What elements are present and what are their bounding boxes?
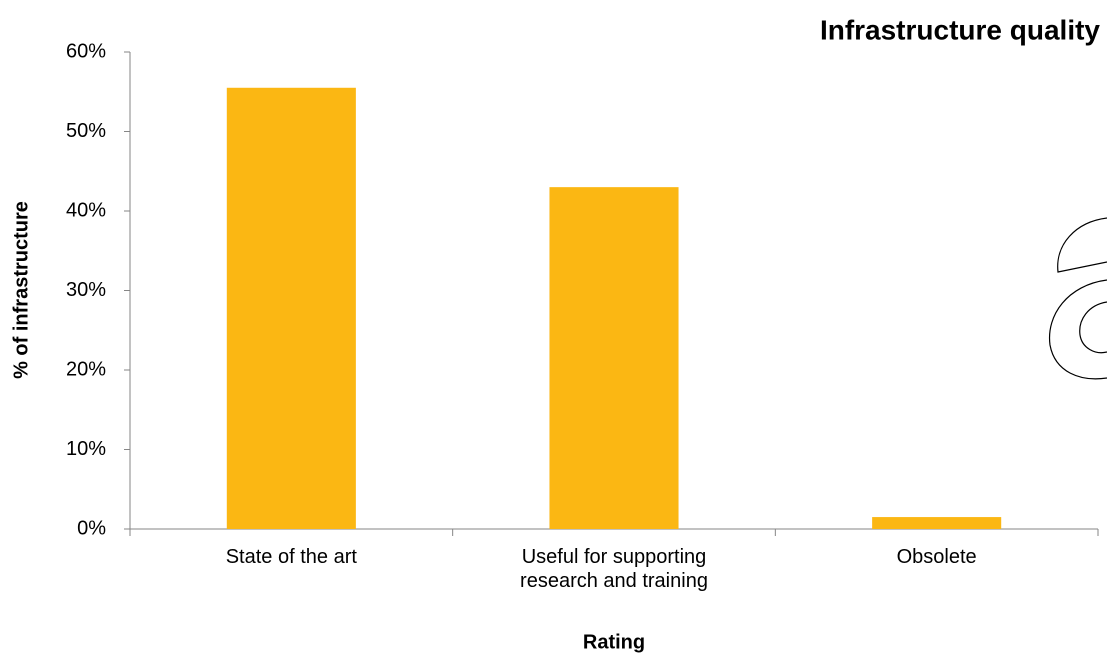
bar [549, 187, 679, 529]
y-tick-label: 20% [66, 358, 106, 380]
y-tick-label: 10% [66, 438, 106, 460]
decoration [1048, 217, 1107, 380]
y-tick-label: 0% [77, 517, 106, 539]
bar [226, 87, 356, 530]
y-axis-label: % of infrastructure [10, 201, 32, 379]
y-tick-label: 60% [66, 40, 106, 62]
bar [872, 517, 1002, 529]
y-tick-label: 50% [66, 120, 106, 142]
x-tick-label: Obsolete [896, 546, 977, 568]
x-tick-label: Useful for supporting research and train… [520, 546, 708, 592]
chart-title: Infrastructure quality [820, 14, 1100, 45]
y-tick-label: 30% [66, 279, 106, 301]
x-tick-label: State of the art [225, 546, 357, 568]
y-tick-label: 40% [66, 199, 106, 221]
x-axis-label: Rating [583, 631, 645, 653]
